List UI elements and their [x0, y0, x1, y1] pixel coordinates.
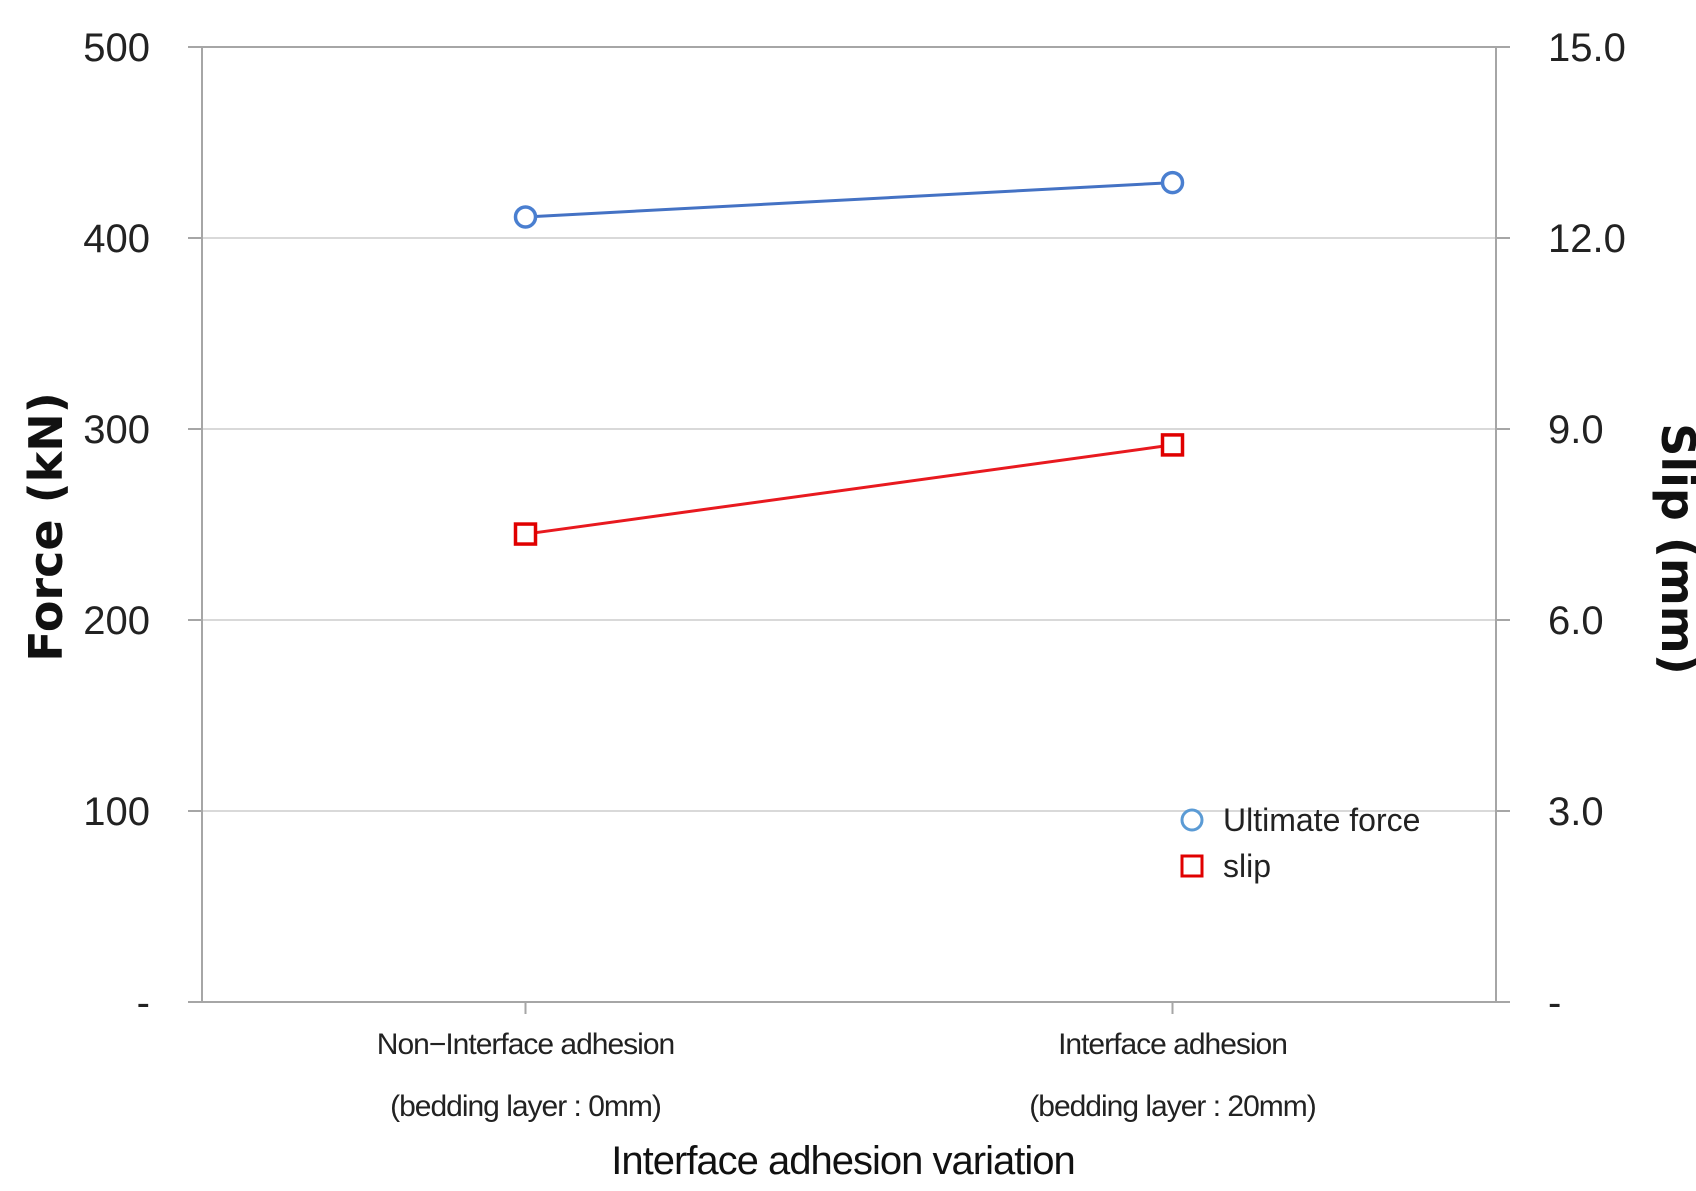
legend-marker-square	[1180, 854, 1204, 878]
y2-tick-label: 3.0	[1548, 790, 1604, 834]
data-point-ultimate-force	[513, 205, 538, 229]
series-line-ultimate-force	[525, 181, 1173, 219]
x-tick-label: (bedding layer : 20mm)	[1029, 1090, 1315, 1123]
data-point-slip	[1160, 433, 1185, 457]
legend-label: slip	[1223, 848, 1271, 884]
y-tick-label: 100	[83, 790, 150, 834]
y-tick-label: -	[137, 981, 150, 1025]
legend: Ultimate force slip	[1180, 802, 1420, 884]
x-tick-label: (bedding layer : 0mm)	[390, 1090, 661, 1123]
x-axis-title: Interface adhesion variation	[611, 1139, 1074, 1183]
legend-label: Ultimate force	[1223, 802, 1420, 838]
y-axis-title: Force (kN)	[19, 392, 73, 661]
y-tick-label: 300	[83, 408, 150, 452]
x-tick-label: Non−Interface adhesion	[377, 1028, 674, 1061]
x-axis-ticks: Non−Interface adhesion (bedding layer : 0…	[377, 1002, 1317, 1123]
legend-marker-circle	[1180, 808, 1204, 832]
y-tick-label: 500	[83, 26, 150, 70]
series-layer	[513, 170, 1185, 546]
left-y-axis-ticks: - 100 200 300 400 500	[83, 26, 202, 1025]
y2-tick-label: 15.0	[1548, 26, 1626, 70]
y-tick-label: 200	[83, 599, 150, 643]
y-tick-label: 400	[83, 217, 150, 261]
x-tick-label: Interface adhesion	[1058, 1028, 1287, 1061]
y2-tick-label: 9.0	[1548, 408, 1604, 452]
y2-tick-label: -	[1548, 981, 1561, 1025]
data-point-slip	[513, 522, 538, 546]
y2-tick-label: 12.0	[1548, 217, 1626, 261]
data-point-ultimate-force	[1160, 170, 1185, 195]
series-line-slip	[525, 443, 1173, 536]
gridlines	[202, 237, 1496, 812]
y2-axis-title: Slip (mm)	[1651, 423, 1696, 675]
right-y-axis-ticks: - 3.0 6.0 9.0 12.0 15.0	[1496, 26, 1626, 1025]
y2-tick-label: 6.0	[1548, 599, 1604, 643]
plot-area-border	[201, 46, 1497, 1003]
